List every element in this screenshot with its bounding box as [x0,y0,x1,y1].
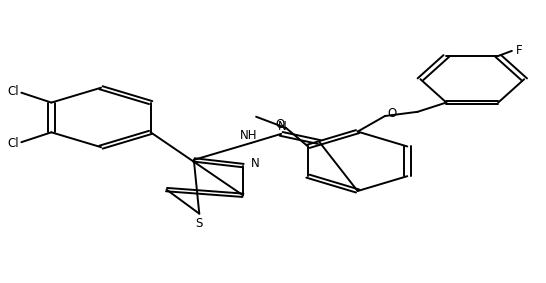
Text: S: S [195,216,203,230]
Text: Cl: Cl [7,137,19,149]
Text: NH: NH [240,129,257,142]
Text: N: N [251,157,259,170]
Text: Cl: Cl [7,85,19,98]
Text: O: O [275,118,284,131]
Text: N: N [278,120,287,133]
Text: O: O [388,107,396,120]
Text: F: F [515,44,523,57]
